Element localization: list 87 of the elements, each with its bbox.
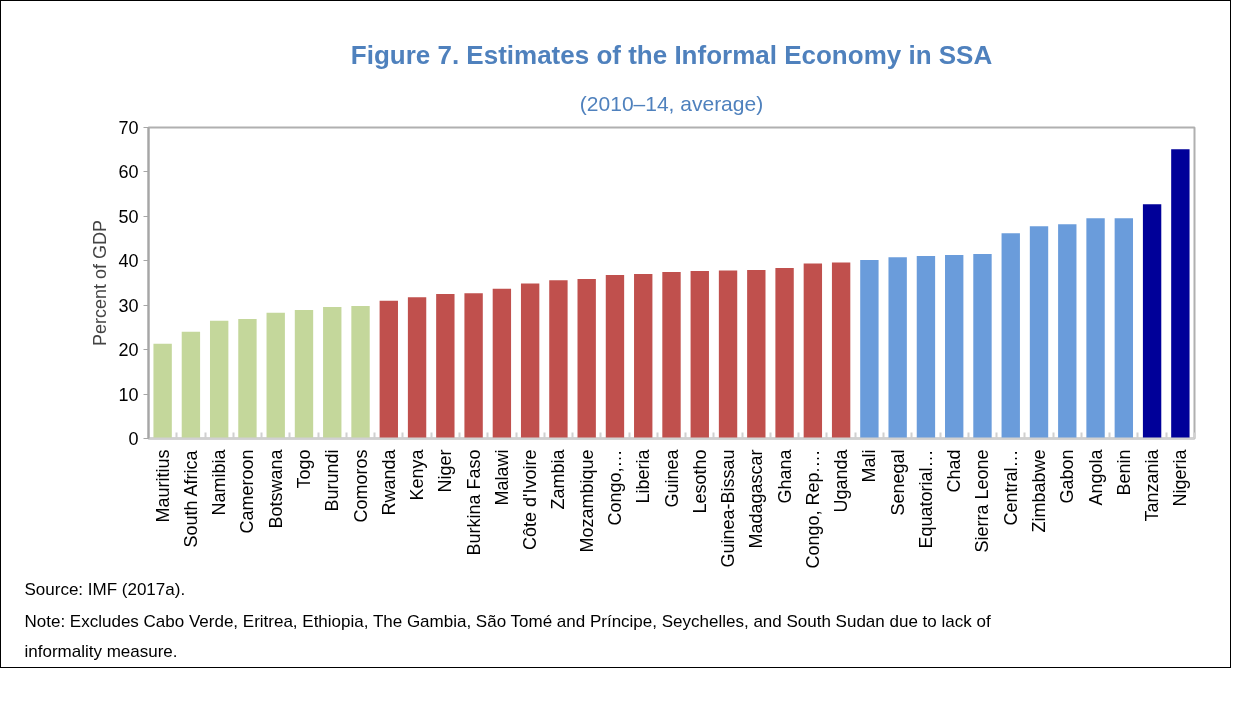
bar (747, 270, 766, 439)
source-note: Source: IMF (2017a). (24, 579, 186, 599)
x-tick-label: Zimbabwe (1029, 449, 1050, 533)
bar (916, 255, 936, 439)
x-tick-label: Angola (1085, 448, 1106, 506)
y-tick-label: 20 (118, 340, 139, 361)
x-tick-label: Côte d'Ivoire (520, 449, 541, 550)
x-tick-label: Central… (1000, 449, 1021, 526)
x-tick-label: Tanzania (1142, 448, 1163, 522)
x-tick-label: Mauritius (152, 449, 173, 523)
chart-title: Figure 7. Estimates of the Informal Economy in SSA (350, 39, 993, 70)
bar (407, 297, 427, 439)
x-tick-label: Niger (435, 449, 456, 493)
y-tick-label: 60 (118, 162, 139, 183)
x-tick-label: Burkina Faso (463, 449, 484, 556)
bar (181, 331, 201, 439)
bar (464, 293, 483, 439)
x-tick-label: Togo (293, 449, 314, 489)
x-tick-label: Gabon (1057, 449, 1078, 504)
bar (860, 259, 879, 439)
bar (1058, 224, 1077, 439)
bar (888, 257, 907, 439)
x-tick-label: Benin (1113, 449, 1134, 496)
x-tick-label: Congo, Rep.… (802, 449, 823, 569)
bar (1171, 149, 1190, 439)
bar (153, 343, 172, 439)
x-tick-label: Lesotho (689, 449, 710, 514)
bar (1029, 226, 1049, 439)
x-tick-label: Kenya (407, 448, 428, 501)
bar (266, 312, 285, 439)
x-tick-label: Botswana (265, 448, 286, 529)
x-tick-label: Burundi (322, 449, 343, 512)
x-tick-label: Senegal (887, 449, 908, 516)
bar (1086, 218, 1105, 439)
chart-subtitle: (2010–14, average) (579, 91, 764, 115)
y-tick-label: 30 (118, 295, 139, 316)
bar (718, 270, 738, 439)
x-tick-label: Sierra Leone (972, 449, 993, 553)
bar (577, 279, 596, 439)
x-tick-label: Namibia (209, 448, 230, 516)
x-tick-label: South Africa (180, 449, 201, 548)
x-tick-label: Guinea (661, 448, 682, 508)
x-tick-label: Uganda (831, 448, 852, 513)
y-tick-label: 70 (118, 118, 139, 138)
bar (1114, 218, 1134, 439)
bar (605, 275, 625, 439)
x-tick-label: Mali (859, 449, 880, 483)
bar (662, 271, 681, 439)
bar (690, 271, 709, 439)
bar (831, 262, 851, 439)
bar (520, 283, 540, 439)
bar (492, 288, 512, 439)
bar (238, 318, 257, 439)
x-tick-label: Malawi (491, 449, 512, 506)
bar (294, 310, 314, 439)
x-tick-label: Liberia (633, 448, 654, 504)
bar (379, 300, 398, 439)
y-tick-label: 50 (118, 206, 139, 227)
bar (634, 274, 653, 439)
y-tick-label: 10 (118, 384, 139, 405)
bar (1001, 233, 1020, 439)
bar (549, 280, 568, 439)
y-tick-label: 40 (118, 251, 139, 272)
bar (973, 254, 992, 439)
x-tick-label: Chad (944, 449, 965, 493)
y-axis-title: Percent of GDP (90, 219, 111, 347)
bar (775, 267, 794, 439)
bar (1142, 204, 1162, 439)
x-tick-label: Congo,… (604, 449, 625, 526)
x-tick-label: Madagascar (746, 449, 767, 549)
x-tick-label: Nigeria (1170, 448, 1191, 507)
bar (323, 306, 342, 439)
x-tick-label: Rwanda (378, 448, 399, 516)
text: Note: Excludes Cabo Verde, Eritrea, Ethiopia, The Gambia, São Tomé and Príncipe, Seychelles, and South Sudan due to lack of informality measure. (24, 612, 991, 662)
x-tick-label: Mozambique (576, 449, 597, 553)
x-tick-label: Cameroon (237, 449, 258, 534)
bar (351, 306, 370, 439)
bar (209, 320, 229, 439)
x-tick-label: Equatorial… (915, 449, 936, 549)
x-tick-label: Guinea-Bissau (718, 449, 739, 568)
y-tick-label: 0 (128, 429, 139, 449)
bar (945, 255, 964, 439)
x-tick-label: Ghana (774, 448, 795, 504)
bar (436, 294, 455, 439)
bar (803, 263, 823, 439)
x-tick-label: Comoros (350, 449, 371, 523)
x-tick-label: Zambia (548, 448, 569, 510)
